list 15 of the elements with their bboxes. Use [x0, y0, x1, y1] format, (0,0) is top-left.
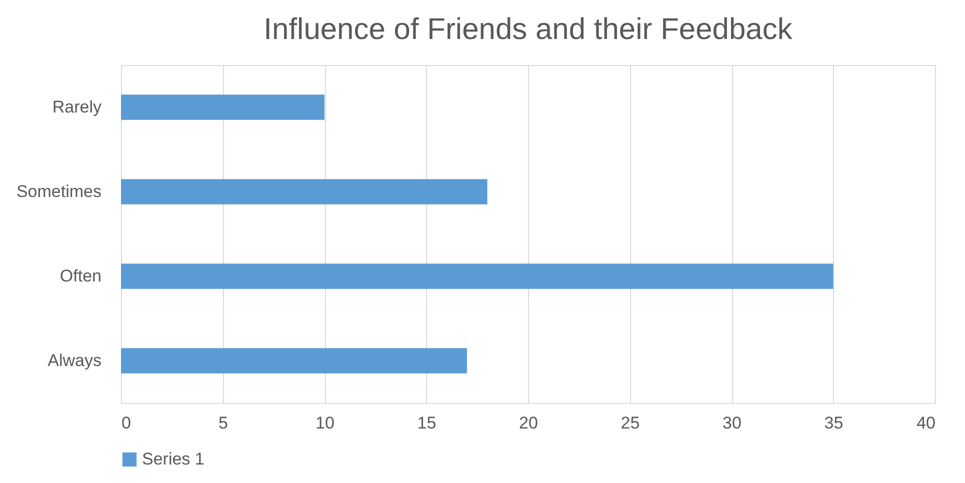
x-tick-label: 10 — [316, 414, 334, 432]
x-tick-label: 40 — [916, 414, 936, 432]
x-tick-label: 35 — [824, 414, 844, 432]
x-tick-label: 30 — [722, 414, 742, 432]
x-tick-label: 5 — [218, 414, 228, 432]
x-tick-label: 20 — [519, 414, 538, 432]
x-tick-label: 25 — [620, 414, 640, 432]
y-tick-label: Rarely — [52, 97, 102, 116]
y-tick-label: Sometimes — [16, 182, 102, 201]
legend-label: Series 1 — [142, 450, 204, 468]
y-tick-label: Often — [60, 266, 102, 286]
y-tick-label: Always — [48, 350, 102, 370]
x-tick-label: 0 — [122, 414, 131, 432]
x-tick-label: 15 — [417, 414, 436, 432]
chart-title: Influence of Friends and their Feedback — [264, 13, 794, 46]
